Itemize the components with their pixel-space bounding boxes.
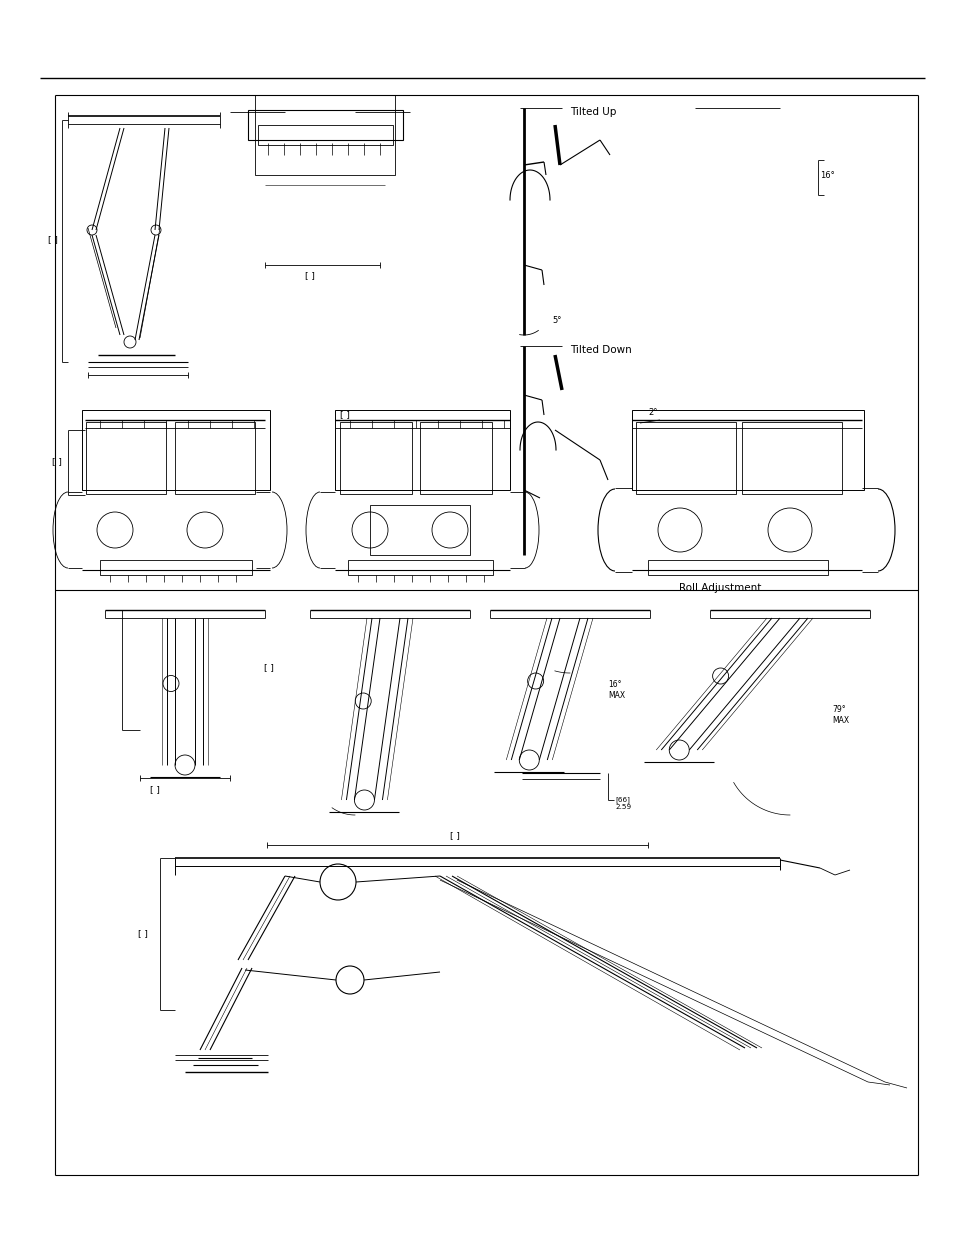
Text: Tilted Up: Tilted Up	[569, 107, 616, 117]
Bar	[257, 125, 393, 144]
Bar	[631, 410, 863, 490]
Text: [ ]: [ ]	[450, 831, 459, 841]
Text: [ ]: [ ]	[264, 663, 274, 673]
Text: 2°: 2°	[647, 408, 657, 416]
Bar	[86, 422, 166, 494]
Bar	[741, 422, 841, 494]
Text: 16°: 16°	[820, 170, 834, 179]
Bar	[339, 422, 412, 494]
Bar	[248, 110, 402, 140]
Bar	[100, 559, 252, 576]
Text: 79°
MAX: 79° MAX	[831, 705, 848, 725]
Text: 16°
MAX: 16° MAX	[607, 680, 624, 700]
Text: [ ]: [ ]	[150, 785, 160, 794]
Bar	[370, 505, 470, 555]
Text: [66]
2.59: [66] 2.59	[615, 797, 631, 810]
Bar	[82, 410, 270, 490]
Bar	[174, 422, 254, 494]
Text: 5°: 5°	[552, 315, 560, 325]
Bar	[419, 422, 492, 494]
Bar	[636, 422, 735, 494]
Text: [ ]: [ ]	[339, 410, 350, 420]
Text: [ ]: [ ]	[138, 930, 148, 939]
Bar	[647, 559, 827, 576]
Bar	[348, 559, 493, 576]
Text: [ ]: [ ]	[305, 272, 314, 280]
Bar	[335, 410, 510, 490]
Text: Roll Adjustment: Roll Adjustment	[679, 583, 760, 593]
Bar	[254, 95, 395, 175]
Text: [ ]: [ ]	[52, 457, 62, 467]
Text: [ ]: [ ]	[48, 236, 58, 245]
Text: Tilted Down: Tilted Down	[569, 345, 631, 354]
